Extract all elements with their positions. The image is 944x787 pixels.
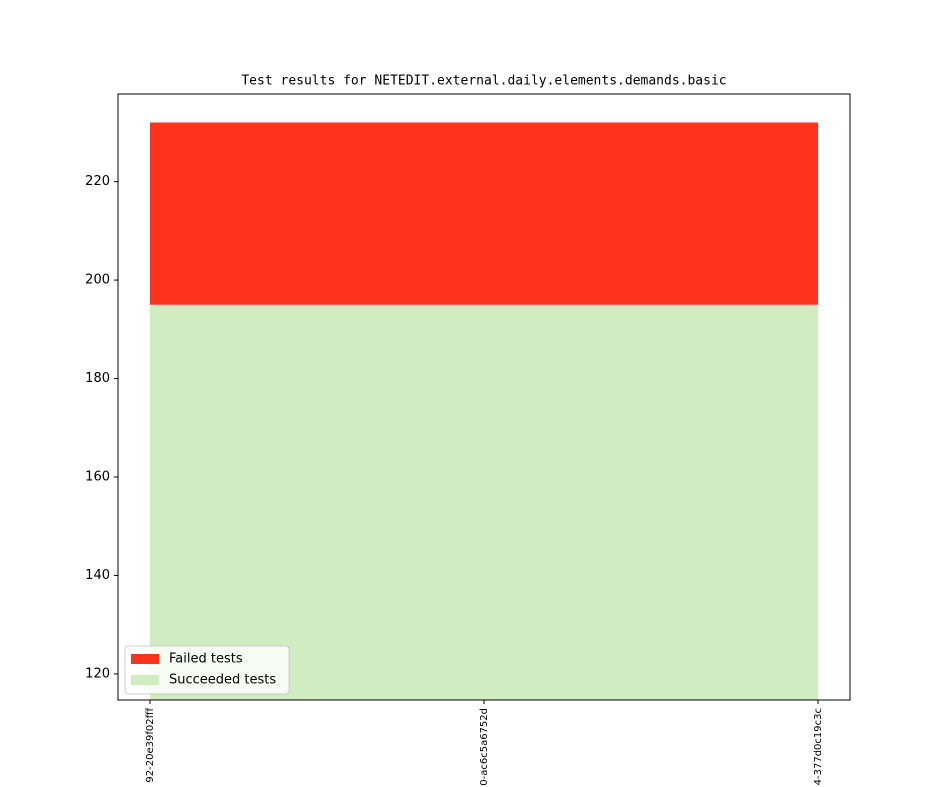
y-tick-label: 180 [85,371,110,386]
chart-title: Test results for NETEDIT.external.daily.… [241,74,726,89]
y-tick-label: 120 [85,666,110,681]
legend-label: Failed tests [169,652,243,667]
y-tick-label: 220 [85,174,110,189]
legend-box [124,645,290,695]
x-tick-label: 92-20e39f02fff [145,708,156,783]
legend-swatch [131,654,159,664]
legend-label: Succeeded tests [169,673,276,688]
x-tick-label: 4-377d0c19c3c [813,708,824,785]
x-tick-label: 0-ac6c5a6752d [479,708,490,786]
y-tick-label: 140 [85,568,110,583]
area [150,304,818,700]
area [150,122,818,305]
legend: Failed tests Succeeded tests [124,645,290,695]
y-tick-label: 160 [85,469,110,484]
y-tick-label: 200 [85,273,110,288]
legend-swatch [131,675,159,685]
